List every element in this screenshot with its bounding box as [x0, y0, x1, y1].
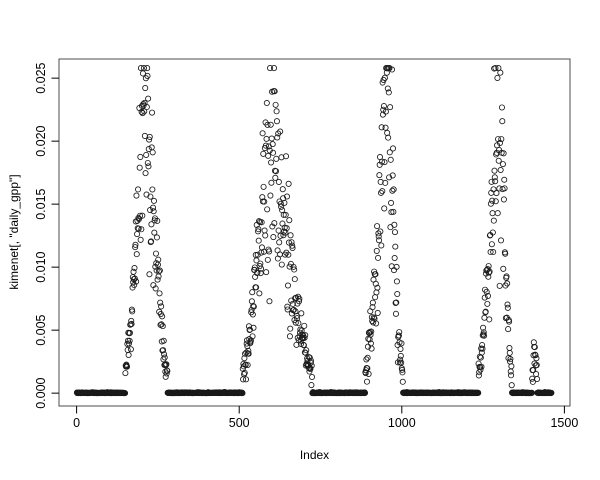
svg-text:0.010: 0.010 [34, 251, 48, 282]
svg-text:0.000: 0.000 [34, 377, 48, 408]
svg-text:1000: 1000 [388, 416, 416, 430]
svg-text:0.015: 0.015 [34, 188, 48, 219]
svg-text:500: 500 [229, 416, 250, 430]
svg-text:Index: Index [300, 448, 329, 462]
svg-text:0.020: 0.020 [34, 125, 48, 156]
svg-text:1500: 1500 [550, 416, 578, 430]
svg-text:kimenet[, "daily_gpp"]: kimenet[, "daily_gpp"] [7, 174, 21, 289]
svg-text:0.025: 0.025 [34, 62, 48, 93]
svg-text:0: 0 [73, 416, 80, 430]
svg-text:0.005: 0.005 [34, 314, 48, 345]
